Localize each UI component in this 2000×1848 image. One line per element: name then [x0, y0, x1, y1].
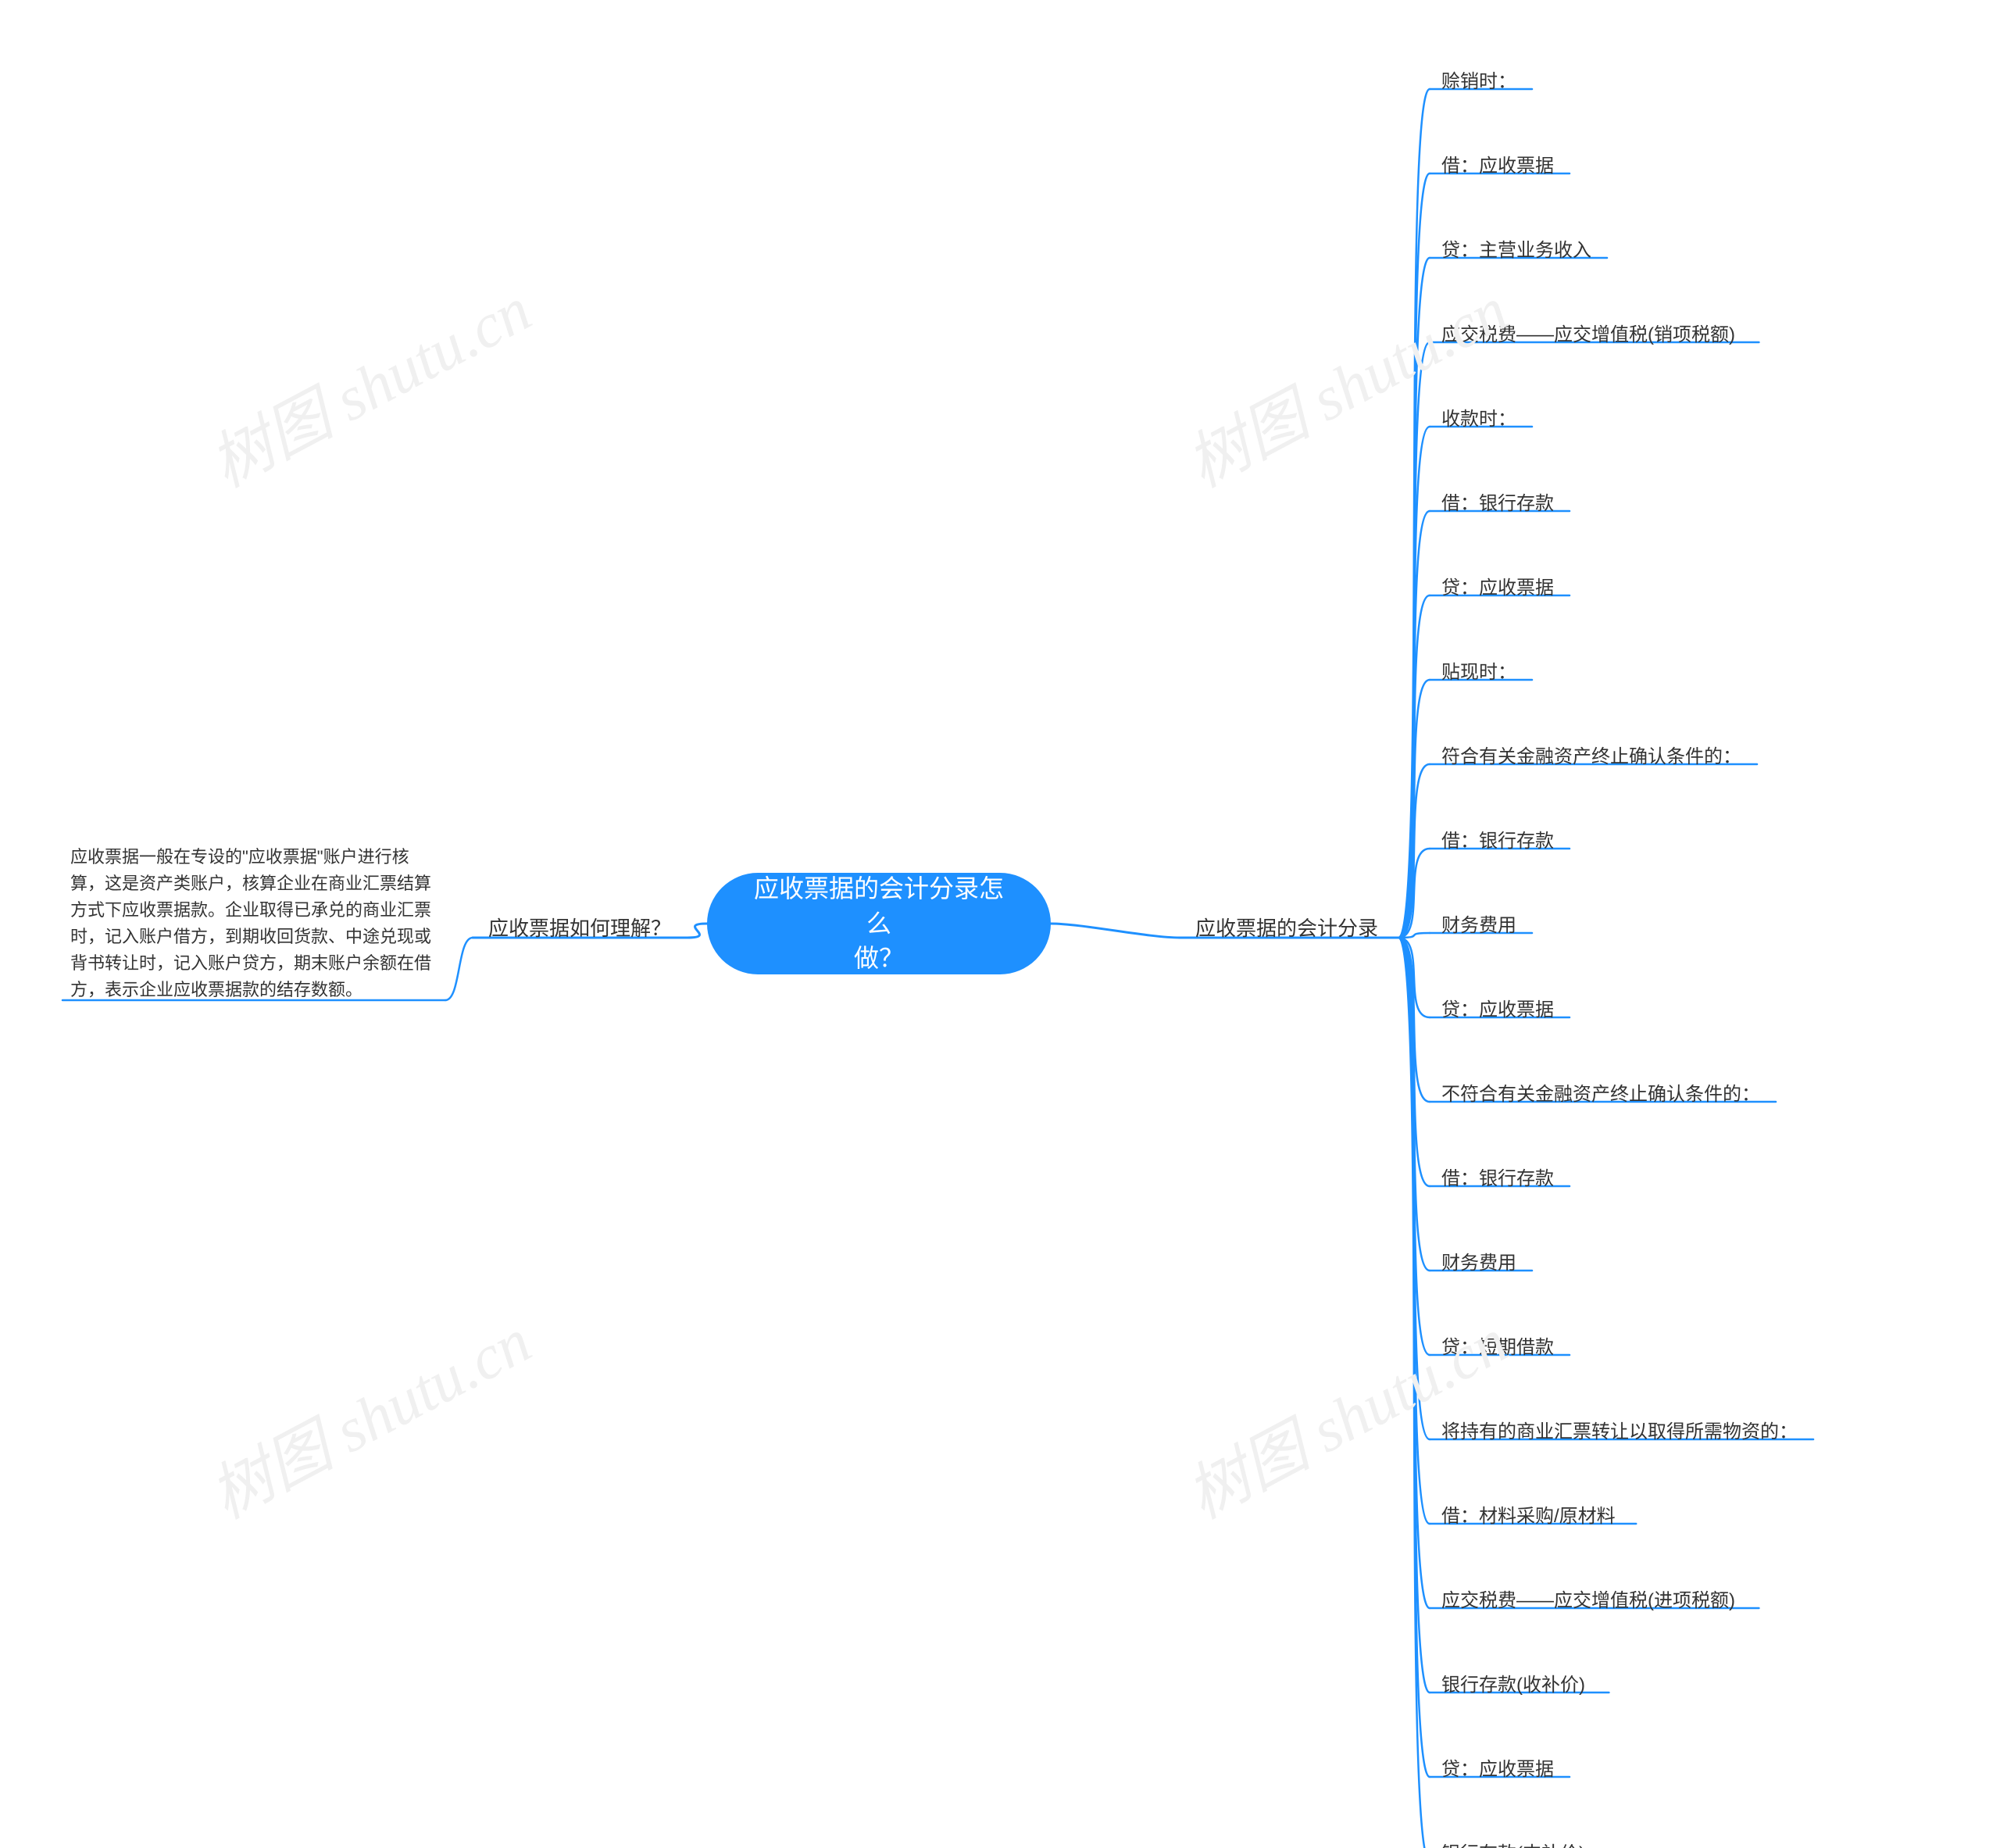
leaf-node: 借：材料采购/原材料	[1441, 1500, 1616, 1528]
left-branch-paragraph: 应收票据一般在专设的"应收票据"账户进行核算，这是资产类账户，核算企业在商业汇票…	[70, 844, 438, 1004]
leaf-node: 不符合有关金融资产终止确认条件的：	[1441, 1078, 1760, 1106]
leaf-node: 应交税费——应交增值税(进项税额)	[1441, 1585, 1735, 1612]
leaf-node: 贷：主营业务收入	[1441, 234, 1591, 262]
leaf-node: 贷：短期借款	[1441, 1331, 1554, 1359]
left-branch-label: 应收票据如何理解？	[488, 913, 671, 942]
leaf-node: 贴现时：	[1441, 656, 1516, 684]
center-node: 应收票据的会计分录怎么 做？	[707, 873, 1051, 974]
leaf-node: 赊销时：	[1441, 66, 1516, 93]
leaf-node: 财务费用	[1441, 910, 1516, 937]
leaf-node: 借：银行存款	[1441, 488, 1554, 515]
leaf-node: 借：应收票据	[1441, 150, 1554, 177]
right-branch-label: 应收票据的会计分录	[1195, 913, 1378, 942]
leaf-node: 符合有关金融资产终止确认条件的：	[1441, 741, 1741, 768]
leaf-node: 借：银行存款	[1441, 1163, 1554, 1190]
leaf-node: 应交税费——应交增值税(销项税额)	[1441, 319, 1735, 346]
leaf-node: 收款时：	[1441, 403, 1516, 431]
leaf-node: 贷：应收票据	[1441, 994, 1554, 1021]
leaf-node: 银行存款(支补价)	[1441, 1838, 1585, 1848]
leaf-node: 财务费用	[1441, 1247, 1516, 1274]
leaf-node: 将持有的商业汇票转让以取得所需物资的：	[1441, 1416, 1798, 1443]
leaf-node: 贷：应收票据	[1441, 1753, 1554, 1781]
center-node-text: 应收票据的会计分录怎么 做？	[746, 871, 1012, 976]
leaf-node: 借：银行存款	[1441, 825, 1554, 853]
leaf-node: 贷：应收票据	[1441, 572, 1554, 599]
leaf-node: 银行存款(收补价)	[1441, 1669, 1585, 1696]
